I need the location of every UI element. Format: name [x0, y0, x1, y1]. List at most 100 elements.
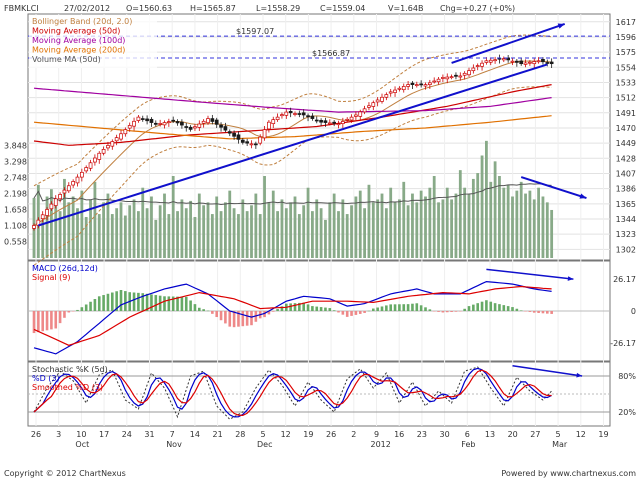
volume-bar [84, 217, 88, 258]
volume-bar [89, 199, 92, 258]
macd-histogram-bar [480, 301, 484, 311]
candle-body [449, 76, 454, 79]
macd-histogram-bar [385, 305, 388, 311]
volume-bar [123, 215, 127, 258]
macd-histogram-bar [498, 304, 501, 311]
volume-bar [210, 214, 214, 258]
candle-body [428, 82, 432, 85]
candle-body [441, 77, 445, 79]
price-legend-entry: Bollinger Band (20d, 2.0) [32, 17, 132, 26]
volume-ma-line [33, 183, 552, 206]
macd-histogram-bar [380, 306, 384, 311]
macd-histogram-bar [267, 311, 271, 315]
candle-body [284, 111, 289, 116]
footer-copyright: Copyright © 2012 ChartNexus [4, 469, 126, 478]
candle-body [206, 118, 210, 124]
macd-series [32, 280, 553, 355]
candle-body [219, 124, 223, 128]
macd-histogram-bar [132, 292, 136, 311]
candle-body [532, 61, 537, 65]
volume-bar [54, 205, 58, 258]
trend-arrowhead [557, 23, 565, 29]
candle-body [201, 120, 206, 124]
candle-body [214, 119, 219, 125]
candle-body [175, 121, 180, 124]
volume-bar [511, 196, 514, 258]
macd-histogram-bar [311, 306, 314, 311]
candle-body [306, 115, 310, 118]
macd-histogram-bar [415, 303, 419, 311]
macd-histogram-bar [41, 311, 44, 332]
macd-histogram-bar [489, 301, 493, 311]
x-tick-label: 27 [530, 430, 540, 439]
stochastic-panel-frame [27, 361, 611, 427]
volume-bar [358, 190, 362, 258]
x-tick-label: 31 [144, 430, 154, 439]
candle-body [79, 171, 84, 178]
macd-histogram-bar [276, 309, 279, 311]
macd-histogram-bar [372, 308, 375, 311]
macd-histogram-bar [398, 304, 401, 311]
macd-histogram-bar [467, 306, 471, 311]
macd-line [33, 280, 552, 355]
price-legend-entry: Moving Average (50d) [32, 27, 120, 36]
macd-histogram-bar [237, 311, 240, 327]
volume-bar [376, 199, 380, 258]
price-y-tick: 1491 [616, 109, 636, 118]
macd-histogram-bar [319, 307, 323, 311]
reference-line-label: $1566.87 [312, 49, 350, 58]
candle-body [288, 111, 293, 114]
candlesticks [32, 54, 554, 231]
macd-histogram-bar [115, 291, 118, 311]
price-y-tick: 1344 [616, 215, 636, 224]
candle-body [167, 121, 171, 123]
candle-body [514, 60, 519, 63]
axes: 1302132313441365138614071428144914701491… [4, 18, 636, 449]
volume-bar [445, 187, 449, 258]
volume-bar [354, 196, 358, 258]
header-open: O=1560.63 [126, 4, 172, 13]
candle-body [101, 149, 106, 154]
macd-histogram-bar [546, 311, 549, 314]
candle-body [384, 94, 389, 98]
candle-body [245, 141, 249, 144]
stoch-trend-line [512, 365, 583, 377]
candle-body [423, 84, 428, 87]
candle-body [397, 87, 402, 90]
volume-bar [76, 208, 79, 258]
candle-body [110, 141, 115, 147]
macd-histogram-bar [402, 304, 406, 311]
volume-bar [184, 208, 188, 258]
candle-body [432, 80, 437, 83]
x-tick-label: 3 [56, 430, 61, 439]
volume-bar [437, 202, 440, 258]
macd-histogram-bar [76, 309, 79, 311]
macd-histogram-bar [189, 300, 192, 311]
x-month-label: Nov [166, 440, 182, 449]
macd-histogram-bar [550, 311, 553, 314]
x-month-label: 2012 [371, 440, 391, 449]
macd-histogram-bar [463, 308, 466, 311]
candle-body [297, 113, 302, 115]
volume-bar [280, 199, 284, 258]
macd-legend-entry: Signal (9) [32, 273, 70, 282]
volume-bar [367, 184, 371, 258]
macd-histogram-bar [424, 307, 427, 311]
bollinger-upper [33, 34, 552, 187]
macd-histogram-bar [376, 307, 379, 311]
candle-body [401, 86, 406, 91]
volume-bar [493, 161, 497, 258]
volume-bar [458, 170, 462, 258]
price-trend-line [38, 63, 548, 227]
x-tick-label: 20 [508, 430, 518, 439]
volume-bar [463, 187, 467, 258]
candle-body [436, 78, 441, 83]
price-y-tick: 1533 [616, 78, 636, 87]
candle-body [93, 157, 97, 163]
volume-bar [428, 187, 432, 258]
volume-bar [106, 193, 110, 258]
volume-y-tick: 3.848 [4, 141, 27, 150]
x-tick-label: 12 [576, 430, 586, 439]
macd-histogram-bar [298, 302, 301, 311]
volume-bar [141, 187, 145, 258]
